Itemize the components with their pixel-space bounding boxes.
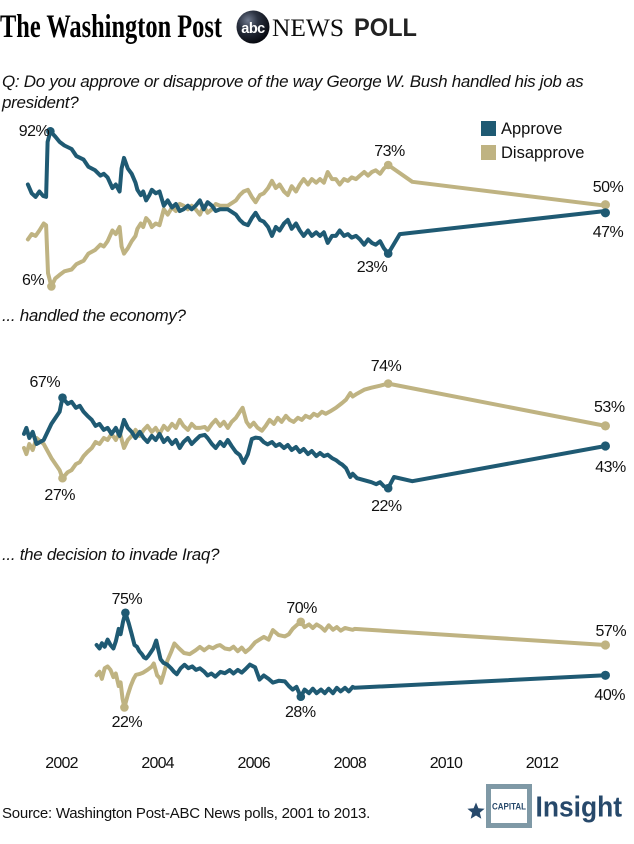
svg-text:POLL: POLL [354, 14, 417, 42]
svg-text:Insight: Insight [536, 792, 623, 824]
svg-text:NEWS: NEWS [272, 15, 344, 42]
svg-text:abc: abc [241, 21, 265, 37]
svg-text:The Washington Post: The Washington Post [0, 9, 222, 45]
svg-text:CAPITAL: CAPITAL [492, 802, 526, 812]
